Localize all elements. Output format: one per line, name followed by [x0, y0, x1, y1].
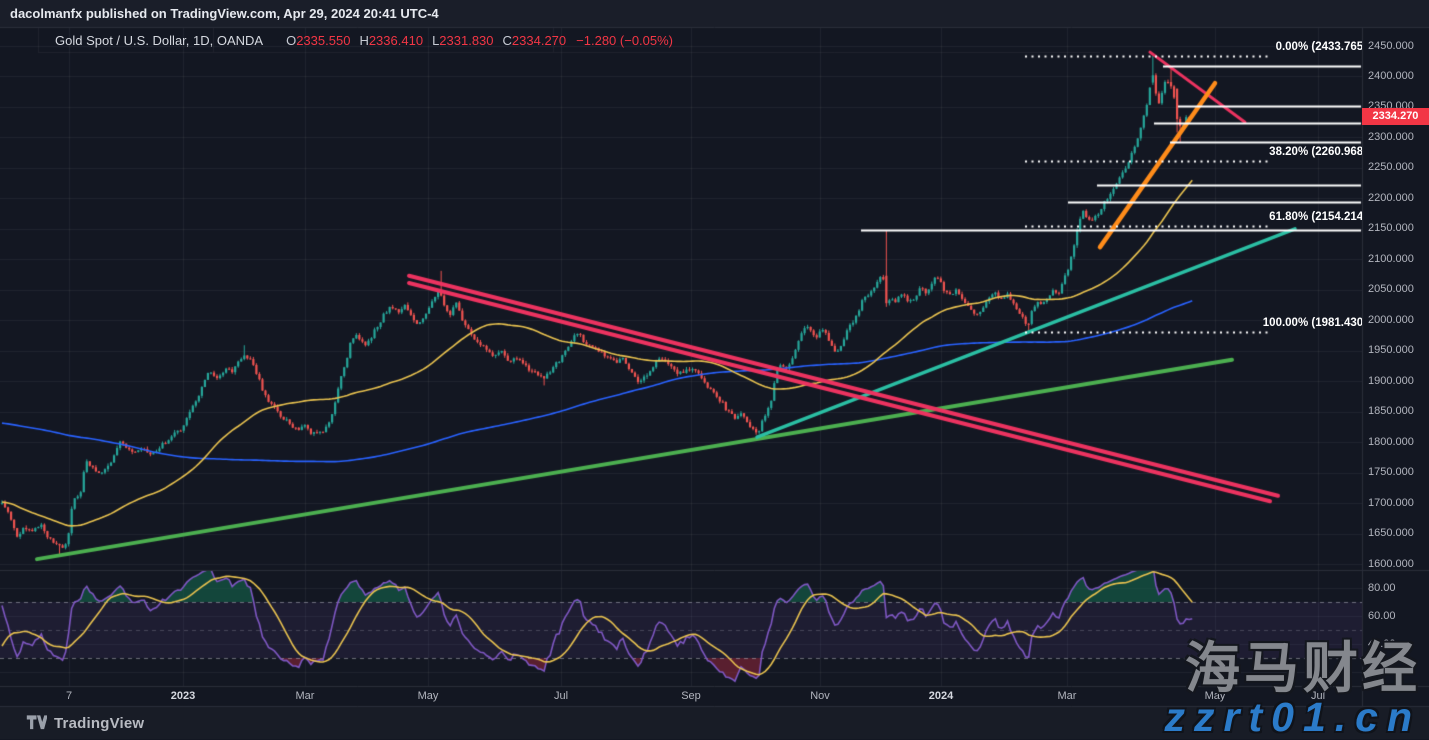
rsi-tick-label: 80.00 — [1368, 581, 1396, 594]
price-tick-label: 1600.000 — [1368, 557, 1414, 570]
plot-area: 0.00% (2433.765) 38.20% (2260.968) 61.80… — [1262, 40, 1362, 329]
fib-label-0: 0.00% (2433.765) — [1275, 40, 1362, 53]
published-bar: dacolmanfx published on TradingView.com,… — [0, 0, 1429, 27]
tradingview-brand-text: TradingView — [54, 715, 145, 732]
price-tick-label: 2100.000 — [1368, 252, 1414, 265]
change-value: −1.280 (−0.05%) — [576, 33, 674, 48]
open-label: O — [286, 33, 297, 48]
time-tick-label: Nov — [810, 690, 830, 702]
price-tick-label: 2200.000 — [1368, 191, 1414, 204]
price-tick-label: 1850.000 — [1368, 405, 1414, 418]
time-axis[interactable]: 7 2023 Mar May Jul Sep Nov 2024 Mar May Jul — [0, 686, 1362, 706]
price-tick-label: 2000.000 — [1368, 313, 1414, 326]
price-tick-label: 1900.000 — [1368, 374, 1414, 387]
price-tick-label: 2250.000 — [1368, 161, 1414, 174]
rsi-axis[interactable]: 80.00 60.00 40.00 20.00 — [1362, 28, 1429, 706]
time-tick-label: Jul — [1310, 690, 1326, 702]
fib-label-61: 61.80% (2154.214) — [1269, 211, 1362, 224]
footer: TradingView — [0, 706, 1429, 739]
time-tick-label: Mar — [295, 690, 315, 702]
tradingview-icon — [26, 715, 47, 730]
time-tick-label: 2023 — [170, 690, 196, 702]
low-value: 2331.830 — [439, 33, 494, 48]
price-tick-label: 2300.000 — [1368, 130, 1414, 143]
time-tick-label: 7 — [65, 690, 73, 702]
price-tick-label: 1700.000 — [1368, 496, 1414, 509]
time-tick-label: May — [1204, 690, 1226, 702]
high-label: H — [359, 33, 369, 48]
rsi-tick-label: 40.00 — [1368, 637, 1396, 650]
price-axis[interactable]: 2450.000 2400.000 2350.000 2300.000 2250.000… — [1362, 28, 1429, 706]
published-line: dacolmanfx published on TradingView.com,… — [10, 6, 439, 21]
price-tick-label: 2400.000 — [1368, 69, 1414, 82]
close-label: C — [502, 33, 512, 48]
price-tick-label: 1950.000 — [1368, 344, 1414, 357]
price-tick-label: 2450.000 — [1368, 39, 1414, 52]
price-tick-label: 1800.000 — [1368, 435, 1414, 448]
tradingview-link[interactable]: TradingView — [26, 713, 144, 734]
chart-legend: Gold Spot / U.S. Dollar, 1D, OANDA O2335.… — [55, 33, 673, 48]
price-tick-label: 1650.000 — [1368, 527, 1414, 540]
time-tick-label: Jul — [553, 690, 569, 702]
last-price-badge: 2334.270 — [1362, 108, 1429, 126]
fib-label-100: 100.00% (1981.430) — [1262, 316, 1362, 329]
rsi-tick-label: 60.00 — [1368, 609, 1396, 622]
high-value: 2336.410 — [368, 33, 424, 48]
low-label: L — [432, 33, 440, 48]
ohlc-values: O2335.550 H2336.410 L2331.830 C2334.270 — [277, 33, 566, 48]
symbol-title: Gold Spot / U.S. Dollar, 1D, OANDA — [55, 33, 264, 48]
open-value: 2335.550 — [296, 33, 351, 48]
price-tick-label: 2150.000 — [1368, 222, 1414, 235]
time-tick-label: Mar — [1057, 690, 1077, 702]
time-tick-label: Sep — [681, 690, 701, 702]
price-tick-label: 2050.000 — [1368, 283, 1414, 296]
time-tick-label: 2024 — [928, 690, 954, 702]
time-tick-label: May — [417, 690, 439, 702]
close-value: 2334.270 — [511, 33, 567, 48]
price-tick-label: 1750.000 — [1368, 466, 1414, 479]
rsi-tick-label: 20.00 — [1368, 665, 1396, 678]
fib-label-38: 38.20% (2260.968) — [1269, 146, 1362, 159]
